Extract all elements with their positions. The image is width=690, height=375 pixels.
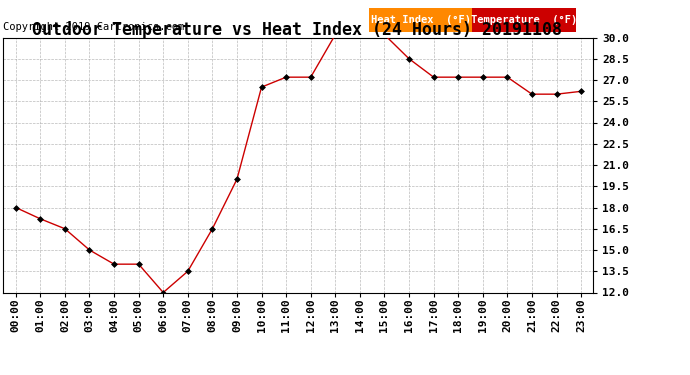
Text: Outdoor Temperature vs Heat Index (24 Hours) 20191108: Outdoor Temperature vs Heat Index (24 Ho… — [32, 21, 562, 39]
Text: Heat Index  (°F): Heat Index (°F) — [371, 15, 471, 26]
FancyBboxPatch shape — [369, 8, 473, 32]
Text: Copyright 2019 Cartronics.com: Copyright 2019 Cartronics.com — [3, 22, 185, 32]
FancyBboxPatch shape — [473, 8, 575, 32]
Text: Temperature  (°F): Temperature (°F) — [471, 15, 578, 26]
